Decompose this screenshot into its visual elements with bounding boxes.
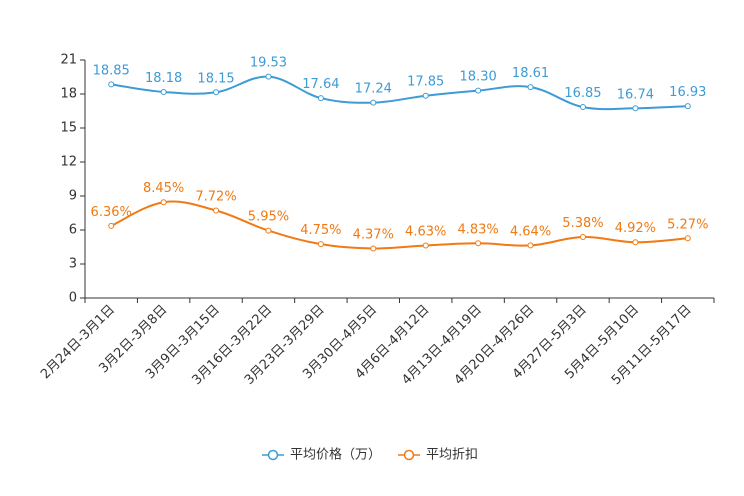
data-point[interactable] xyxy=(370,245,377,252)
y-tick-label: 6 xyxy=(69,223,77,238)
data-point[interactable] xyxy=(684,103,691,110)
y-ticks: 0 3 6 9 12 15 18 21 xyxy=(60,53,85,306)
series-1: 18.85 18.18 18.15 19.53 17.64 17.24 17.85 18.30… xyxy=(93,56,706,112)
data-point[interactable] xyxy=(632,239,639,246)
legend[interactable]: 平均价格（万） 平均折扣 xyxy=(262,447,478,463)
legend-label: 平均价格（万） xyxy=(290,447,381,463)
data-label: 7.72% xyxy=(195,190,236,205)
data-label: 19.53 xyxy=(250,56,287,71)
data-label: 4.64% xyxy=(510,224,551,239)
data-label: 8.45% xyxy=(143,181,184,196)
y-tick-label: 0 xyxy=(69,291,77,306)
data-point[interactable] xyxy=(579,104,586,111)
legend-marker xyxy=(403,449,415,461)
data-point[interactable] xyxy=(475,87,482,94)
y-tick-label: 9 xyxy=(69,189,77,204)
data-point[interactable] xyxy=(579,234,586,241)
data-point[interactable] xyxy=(160,199,167,206)
data-label: 17.85 xyxy=(407,75,444,90)
y-tick-label: 15 xyxy=(60,121,77,136)
y-tick-label: 18 xyxy=(60,87,77,102)
data-point[interactable] xyxy=(422,92,429,99)
legend-item-1[interactable]: 平均价格（万） xyxy=(262,447,381,463)
legend-label: 平均折扣 xyxy=(426,448,478,463)
data-point[interactable] xyxy=(475,240,482,247)
data-label: 5.95% xyxy=(248,210,289,225)
data-label: 16.93 xyxy=(669,85,706,100)
data-label: 18.61 xyxy=(512,66,549,81)
data-point[interactable] xyxy=(422,242,429,249)
data-label: 5.27% xyxy=(667,217,708,232)
data-label: 4.92% xyxy=(615,221,656,236)
data-point[interactable] xyxy=(265,73,272,80)
data-point[interactable] xyxy=(370,99,377,106)
data-label: 18.15 xyxy=(197,71,234,86)
data-point[interactable] xyxy=(632,105,639,112)
data-label: 4.83% xyxy=(457,222,498,237)
data-point[interactable] xyxy=(160,88,167,95)
data-point[interactable] xyxy=(527,84,534,91)
data-label: 16.74 xyxy=(617,87,654,102)
data-label: 5.38% xyxy=(562,216,603,231)
series-line xyxy=(110,200,688,250)
data-label: 18.85 xyxy=(93,63,130,78)
data-point[interactable] xyxy=(527,242,534,249)
y-tick-label: 21 xyxy=(60,53,77,68)
data-point[interactable] xyxy=(213,207,220,214)
data-label: 16.85 xyxy=(564,86,601,101)
data-point[interactable] xyxy=(213,89,220,96)
data-point[interactable] xyxy=(108,81,115,88)
data-label: 4.75% xyxy=(300,223,341,238)
data-label: 17.24 xyxy=(355,82,392,97)
data-label: 4.63% xyxy=(405,225,446,240)
data-point[interactable] xyxy=(108,222,115,229)
legend-item-2[interactable]: 平均折扣 xyxy=(398,448,478,463)
series-group: 18.85 18.18 18.15 19.53 17.64 17.24 17.85 18.30… xyxy=(91,56,708,252)
data-point[interactable] xyxy=(317,95,324,102)
data-label: 18.18 xyxy=(145,71,182,86)
series-2: 6.36% 8.45% 7.72% 5.95% 4.75% 4.37% 4.63% 4.83%… xyxy=(91,181,708,252)
data-label: 18.30 xyxy=(460,70,497,85)
data-point[interactable] xyxy=(265,227,272,234)
legend-marker xyxy=(267,449,279,461)
series-line xyxy=(111,75,688,111)
data-point[interactable] xyxy=(317,241,324,248)
y-tick-label: 12 xyxy=(60,155,77,170)
y-tick-label: 3 xyxy=(69,257,77,272)
data-label: 4.37% xyxy=(353,227,394,242)
x-ticks: 2月24日-3月1日3月2日-3月8日3月9日-3月15日3月16日-3月22日… xyxy=(38,298,715,388)
data-label: 17.64 xyxy=(302,77,339,92)
data-point[interactable] xyxy=(684,235,691,242)
data-label: 6.36% xyxy=(91,205,132,220)
